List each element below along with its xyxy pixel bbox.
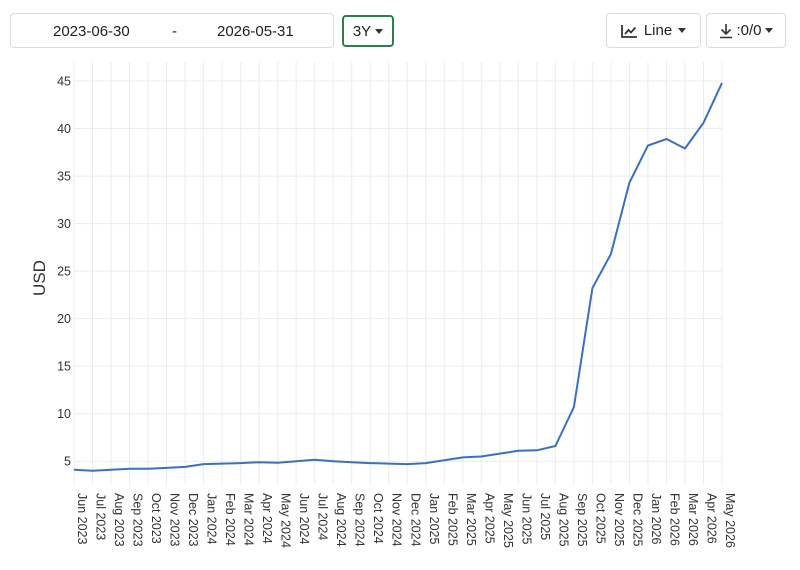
y-tick-label: 25 <box>57 265 71 279</box>
x-tick-label: May 2026 <box>723 493 737 548</box>
x-tick-label: Aug 2024 <box>334 493 348 547</box>
x-tick-label: Sep 2025 <box>575 493 589 547</box>
chart-type-label: Line <box>643 22 673 39</box>
x-tick-label: Feb 2025 <box>445 493 459 546</box>
date-range-picker[interactable]: 2023-06-30 - 2026-05-31 <box>10 13 334 48</box>
date-from-field[interactable]: 2023-06-30 <box>53 23 130 40</box>
y-tick-label: 45 <box>57 75 71 89</box>
x-tick-label: Jul 2023 <box>94 493 108 540</box>
x-tick-label: Oct 2023 <box>149 493 163 544</box>
download-dropdown-button[interactable]: :0/0 <box>706 13 786 48</box>
x-tick-label: Jan 2025 <box>427 493 441 544</box>
download-icon <box>720 23 733 38</box>
line-chart-icon <box>620 24 637 38</box>
y-tick-label: 5 <box>64 455 71 469</box>
x-tick-label: Jan 2024 <box>205 493 219 544</box>
x-tick-label: Nov 2023 <box>168 493 182 547</box>
x-tick-label: Oct 2025 <box>593 493 607 544</box>
x-tick-label: Jun 2023 <box>75 493 89 544</box>
y-axis-ticks: 5 10 15 20 25 30 35 40 45 <box>57 75 71 469</box>
download-label: :0/0 <box>736 22 762 39</box>
x-tick-label: Dec 2023 <box>186 493 200 547</box>
x-tick-label: Dec 2024 <box>408 493 422 547</box>
x-tick-label: Mar 2024 <box>242 493 256 546</box>
chevron-down-icon <box>764 28 773 33</box>
y-tick-label: 15 <box>57 360 71 374</box>
x-tick-label: Mar 2025 <box>464 493 478 546</box>
x-tick-label: May 2024 <box>279 493 293 548</box>
x-tick-label: May 2025 <box>501 493 515 548</box>
x-tick-label: Nov 2024 <box>390 493 404 547</box>
y-axis-label: USD <box>30 260 49 296</box>
x-tick-label: Jun 2025 <box>519 493 533 544</box>
chart-type-dropdown-button[interactable]: Line <box>606 13 701 48</box>
x-tick-label: Jun 2024 <box>297 493 311 544</box>
x-tick-label: Feb 2026 <box>667 493 681 546</box>
x-tick-label: Apr 2025 <box>482 493 496 544</box>
x-tick-label: Apr 2026 <box>704 493 718 544</box>
y-tick-label: 20 <box>57 312 71 326</box>
x-tick-label: Jan 2026 <box>649 493 663 544</box>
x-tick-label: Feb 2024 <box>223 493 237 546</box>
x-tick-label: Mar 2026 <box>686 493 700 546</box>
x-tick-label: Sep 2023 <box>131 493 145 547</box>
date-separator: - <box>172 23 177 40</box>
chevron-down-icon <box>375 28 384 34</box>
x-tick-label: Dec 2025 <box>630 493 644 547</box>
x-tick-label: Nov 2025 <box>612 493 626 547</box>
x-tick-label: Sep 2024 <box>353 493 367 547</box>
y-tick-label: 35 <box>57 170 71 184</box>
chevron-down-icon <box>678 28 687 33</box>
x-tick-label: Aug 2023 <box>112 493 126 547</box>
x-tick-label: Apr 2024 <box>260 493 274 544</box>
horizontal-gridlines <box>74 80 722 462</box>
x-axis-ticks: Jun 2023 Jul 2023 Aug 2023 Sep 2023 Oct 2023… <box>75 493 737 548</box>
y-tick-label: 40 <box>57 122 71 136</box>
x-tick-label: Aug 2025 <box>556 493 570 547</box>
y-tick-label: 30 <box>57 217 71 231</box>
y-tick-label: 10 <box>57 407 71 421</box>
x-tick-label: Jul 2025 <box>538 493 552 540</box>
x-tick-label: Jul 2024 <box>316 493 330 540</box>
x-tick-label: Oct 2024 <box>371 493 385 544</box>
period-label: 3Y <box>352 22 372 40</box>
vertical-gridlines <box>73 62 723 485</box>
series-line <box>73 82 723 472</box>
date-to-field[interactable]: 2026-05-31 <box>217 23 294 40</box>
period-dropdown-button[interactable]: 3Y <box>342 15 394 47</box>
